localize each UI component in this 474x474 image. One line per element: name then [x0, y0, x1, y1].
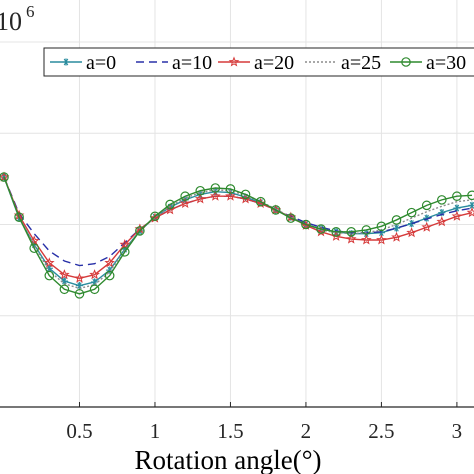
x-tick-label: 2.5: [368, 419, 394, 443]
marker-star: [179, 197, 191, 209]
marker-circle: [437, 195, 447, 205]
legend: a=0 a=10 a=20 a=25 a=30: [43, 47, 474, 77]
series-line: [3, 176, 473, 267]
marker-circle: [421, 200, 432, 211]
marker-circle: [316, 224, 326, 234]
marker-circle: [240, 189, 251, 200]
marker-star: [104, 257, 115, 268]
marker-star: [466, 207, 474, 218]
x-axis-title: Rotation angle(°): [135, 445, 322, 474]
marker-circle: [225, 184, 236, 194]
marker-circle: [119, 247, 130, 257]
marker-star: [89, 269, 100, 280]
marker-star: [119, 238, 131, 250]
marker-asterisk: [62, 58, 70, 66]
marker-star: [421, 221, 433, 232]
legend-label: a=0: [86, 52, 116, 74]
legend-entry: a=0: [50, 52, 116, 74]
marker-star: [194, 193, 206, 204]
marker-asterisk: [453, 204, 461, 212]
marker-star: [228, 56, 240, 67]
marker-star: [225, 190, 236, 201]
marker-circle: [452, 191, 462, 202]
legend-entry: a=20: [218, 52, 294, 74]
marker-star: [391, 231, 402, 242]
marker-star: [376, 234, 387, 245]
marker-circle: [210, 183, 221, 193]
series-lines: [0, 171, 474, 299]
marker-circle: [391, 215, 402, 225]
series-a=25: [3, 176, 473, 290]
x-tick-label: 3: [452, 419, 463, 443]
marker-asterisk: [106, 266, 114, 274]
marker-circle: [29, 243, 39, 254]
marker-circle: [331, 227, 341, 237]
marker-star: [59, 269, 70, 280]
legend-label: a=30: [426, 52, 466, 74]
marker-star: [451, 210, 463, 221]
y-multiplier-exponent: 6: [26, 2, 35, 21]
marker-star: [210, 190, 221, 201]
marker-circle: [270, 205, 281, 215]
legend-label: a=20: [254, 52, 294, 74]
marker-circle: [467, 190, 474, 201]
marker-asterisk: [468, 201, 474, 209]
marker-circle: [301, 219, 311, 230]
marker-star: [74, 272, 85, 283]
series-a=20: [0, 171, 474, 283]
marker-star: [406, 227, 417, 238]
marker-asterisk: [392, 224, 401, 232]
x-tick-label: 0.5: [66, 419, 92, 443]
marker-star: [300, 219, 312, 230]
series-line: [3, 176, 473, 295]
marker-circle: [59, 284, 70, 295]
marker-star: [43, 257, 55, 268]
axes: [0, 402, 474, 408]
legend-label: a=10: [172, 52, 212, 74]
marker-circle: [74, 289, 85, 299]
marker-circle: [0, 172, 9, 182]
x-tick-label: 1.5: [217, 419, 243, 443]
marker-circle: [401, 57, 411, 67]
marker-circle: [150, 211, 160, 222]
tick-labels: 0.5 1 1.5 2 2.5 3: [66, 419, 462, 443]
marker-circle: [44, 270, 55, 281]
marker-circle: [346, 227, 357, 237]
marker-circle: [376, 221, 387, 232]
marker-circle: [165, 199, 175, 210]
marker-circle: [361, 225, 372, 235]
series-a=10: [3, 176, 473, 267]
marker-star: [361, 234, 372, 245]
marker-circle: [406, 207, 417, 218]
marker-star: [345, 233, 357, 244]
marker-circle: [195, 185, 206, 196]
legend-entry: a=30: [390, 52, 466, 74]
x-tick-label: 1: [150, 419, 161, 443]
marker-circle: [180, 191, 190, 202]
marker-circle: [255, 196, 266, 207]
marker-circle: [104, 270, 115, 281]
marker-star: [436, 216, 448, 227]
legend-entry: a=10: [136, 52, 212, 74]
series-a=30: [0, 172, 474, 299]
x-tick-label: 2: [301, 419, 312, 443]
marker-circle: [89, 284, 100, 295]
legend-label: a=25: [341, 52, 381, 74]
y-multiplier-base: 10: [0, 7, 22, 36]
marker-circle: [286, 213, 296, 223]
marker-circle: [135, 226, 145, 236]
legend-entry: a=25: [305, 52, 381, 74]
marker-circle: [14, 212, 24, 222]
series-line: [3, 176, 473, 290]
